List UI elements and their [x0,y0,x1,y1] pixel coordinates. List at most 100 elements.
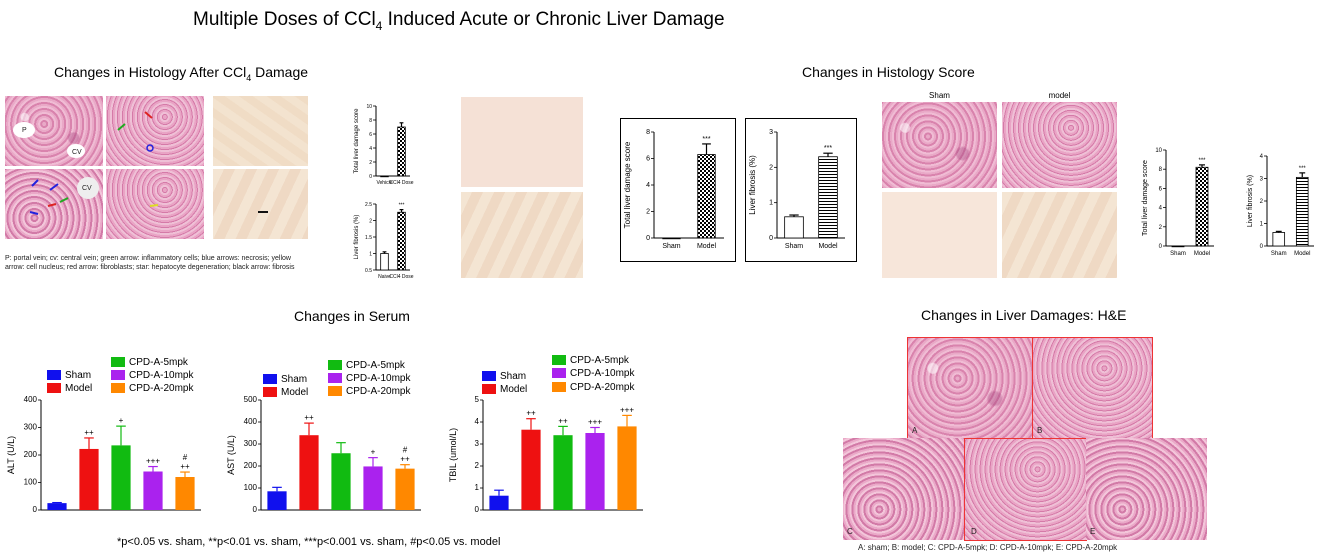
y-tick-label: 1 [369,252,372,258]
y-tick-label: 0 [369,174,372,180]
y-tick-label: 200 [24,450,38,459]
y-tick-label: 2 [1260,199,1264,205]
panel-e-image: E [1086,438,1207,540]
blue-arrow-icon-2 [49,183,59,191]
y-tick-label: 0 [475,505,480,514]
bar [1171,245,1185,248]
significance-label: +++ [588,418,602,427]
legend-item-cpd20: CPD-A-20mpk [111,383,193,394]
significance-label: ++ [400,455,410,464]
y-tick-label: 8 [1159,167,1163,173]
legend-item-cpd20: CPD-A-20mpk [552,382,634,393]
y-tick-label: 400 [24,395,38,404]
y-tick-label: 4 [646,182,650,189]
bar [331,453,351,510]
bar [380,175,389,178]
y-tick-label: 4 [1159,206,1163,212]
bar [521,429,541,510]
bar [489,495,509,510]
bar [299,435,319,510]
significance-label: + [371,448,376,457]
chart-boxed-damage: 0 2 4 6 8 Total liver damage score Sham *** Mode… [623,129,724,250]
x-tick-label: Sham [662,243,680,250]
chart-small-damage: 0 2 4 6 8 10 Total liver damage score VehicleCC… [354,104,414,186]
y-axis-label: ALT (U/L) [6,436,16,474]
x-tick-label: Naive [378,274,391,280]
legend-item-model: Model [482,384,527,395]
significance-label: +++ [620,405,634,414]
significance-label: ++ [84,428,94,437]
significance-label: *** [1198,158,1206,164]
green-arrow-icon-2 [59,197,69,203]
arrow-annotations [29,111,268,215]
panel-c-image: C [843,438,964,540]
significance-label: *** [702,136,710,143]
y-tick-label: 0 [1159,244,1163,250]
legend-item-model: Model [263,387,308,398]
label-sham: Sham [929,91,950,100]
micrograph-sham-sirius [213,96,308,166]
chart-small-fibrosis: 0.5 1 1.5 2 2.5 Liver fibrosis (%) Naive *** CCl… [354,202,414,280]
boxed-chart-frame-1 [620,118,736,262]
red-arrow-icon [144,111,153,119]
y-tick-label: 4 [1260,154,1264,160]
y-tick-label: 4 [369,146,372,152]
bar [143,471,163,510]
legend-item-model: Model [47,383,92,394]
score-micrograph-sham-he [882,102,997,188]
bar [1295,176,1309,247]
y-axis-label: Total liver damage score [354,108,360,174]
y-tick-label: 100 [24,478,38,487]
section-title-liver-damages: Changes in Liver Damages: H&E [921,307,1127,323]
y-tick-label: 0 [646,235,650,242]
bar [1195,166,1209,247]
panel-d-image: D [964,438,1087,541]
x-tick-label: Sham [1170,251,1186,257]
chart-score-fibrosis: 0 1 2 3 4 Liver fibrosis (%) Sham *** Model [1247,154,1314,257]
legend-item-sham: Sham [263,374,307,385]
legend-item-cpd10: CPD-A-10mpk [111,370,193,381]
y-tick-label: 3 [1260,177,1264,183]
y-axis-label: AST (U/L) [226,435,236,475]
significance-label: # [183,453,188,462]
green-arrow-icon [117,123,126,131]
yellow-arrow-icon [149,204,159,207]
y-tick-label: 2 [369,219,372,225]
y-tick-label: 100 [244,483,258,492]
y-tick-label: 8 [646,129,650,136]
y-tick-label: 1 [475,483,480,492]
y-tick-label: 2 [475,461,480,470]
bar [617,426,637,510]
bar [395,468,415,510]
legend-item-cpd20: CPD-A-20mpk [328,386,410,397]
sirius-image-model [461,192,583,278]
y-tick-label: 300 [24,423,38,432]
micrograph-sham-he: P CV [5,96,103,166]
legend-item-sham: Sham [482,371,526,382]
bar [363,466,383,510]
bar [397,126,406,177]
y-tick-label: 2 [1159,225,1163,231]
chart-boxed-fibrosis: 0 1 2 3 Liver fibrosis (%) Sham *** Model [748,129,845,250]
boxed-chart-frame-2 [745,118,857,262]
x-tick-label: Model [1194,251,1210,257]
bar [662,237,681,240]
significance-label: ++ [558,416,568,425]
bar [380,253,389,271]
y-tick-label: 2 [646,209,650,216]
significance-footnote: *p<0.05 vs. sham, **p<0.01 vs. sham, ***… [117,536,501,548]
significance-label: ++ [526,409,536,418]
main-title: Multiple Doses of CCl4 Induced Acute or … [193,9,725,33]
score-micrograph-model-he [1002,102,1117,188]
blue-arrow-icon-3 [29,211,39,215]
blue-arrow-icon [31,179,39,187]
bar [175,477,195,510]
y-axis-label: Liver fibrosis (%) [748,155,757,215]
sirius-image-sham [461,97,583,187]
significance-label: +++ [146,457,160,466]
bar [397,211,406,271]
significance-label: *** [824,145,832,152]
y-tick-label: 1 [1260,222,1264,228]
star-icon [146,144,154,152]
y-tick-label: 400 [244,417,258,426]
